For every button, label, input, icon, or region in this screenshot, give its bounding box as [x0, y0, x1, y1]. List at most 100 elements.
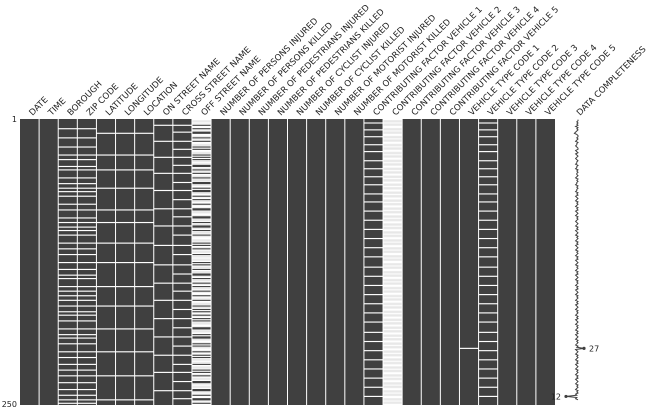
missing-cell — [383, 302, 403, 304]
present-cell-block — [153, 119, 173, 405]
missing-cell — [383, 401, 403, 403]
missing-cell — [58, 328, 78, 330]
missing-cell — [172, 124, 192, 126]
missing-cell — [363, 321, 384, 323]
missing-cell — [96, 187, 116, 189]
missing-cell — [383, 310, 403, 312]
missing-cell — [383, 391, 403, 393]
missing-cell — [191, 367, 212, 369]
missing-cell — [383, 197, 403, 200]
missing-cell — [383, 348, 403, 351]
missing-cell — [363, 266, 384, 268]
missing-cell — [191, 197, 212, 200]
missing-cell — [134, 187, 154, 189]
missing-cell — [58, 248, 78, 250]
missing-cell — [383, 121, 403, 123]
missing-cell — [383, 252, 403, 254]
missing-cell — [478, 312, 498, 314]
matrix-column — [325, 119, 345, 405]
missing-cell — [191, 252, 212, 254]
missing-cell — [191, 255, 212, 257]
missing-cell — [153, 282, 173, 284]
missing-cell — [191, 300, 212, 303]
missing-cell — [383, 370, 403, 372]
missing-cell — [383, 163, 403, 165]
missing-cell — [191, 281, 212, 283]
missing-cell — [191, 348, 212, 351]
missing-cell — [383, 300, 403, 303]
missing-cell — [363, 219, 384, 221]
missing-cell — [77, 159, 97, 161]
missing-cell — [478, 395, 498, 397]
missing-cell — [153, 140, 173, 142]
missing-cell — [383, 234, 403, 236]
missing-cell — [383, 139, 403, 141]
present-cell-block — [211, 119, 231, 405]
missing-cell — [383, 292, 403, 295]
missing-cell — [77, 191, 97, 193]
missing-cell — [58, 221, 78, 224]
missing-cell — [383, 288, 403, 290]
missing-cell — [363, 350, 384, 352]
missing-cell — [115, 375, 135, 377]
missing-cell — [383, 220, 403, 222]
missing-cell — [383, 223, 403, 225]
missing-cell — [191, 170, 212, 172]
missing-cell — [58, 399, 78, 401]
missing-cell — [383, 241, 403, 243]
missing-cell — [383, 211, 403, 213]
missing-cell — [383, 183, 403, 185]
missing-cell — [478, 321, 498, 323]
missing-cell — [191, 235, 212, 237]
missing-cell — [191, 315, 212, 317]
matrix-column — [306, 119, 326, 405]
missing-cell — [191, 387, 212, 389]
missing-cell — [478, 193, 498, 195]
missing-cell — [191, 316, 212, 319]
missing-cell — [383, 380, 403, 383]
missing-cell — [383, 398, 403, 400]
missing-cell — [191, 121, 212, 123]
missing-cell — [96, 242, 116, 244]
missing-cell — [191, 289, 212, 291]
missing-cell — [191, 340, 212, 343]
missing-cell — [191, 395, 212, 397]
missing-cell — [383, 393, 403, 395]
missing-cell — [191, 185, 212, 187]
missing-cell — [383, 257, 403, 259]
missing-cell — [383, 364, 403, 367]
missing-cell — [191, 176, 212, 178]
missing-cell — [383, 242, 403, 244]
missing-cell — [363, 368, 384, 370]
missing-cell — [153, 156, 173, 158]
missing-cell — [115, 209, 135, 211]
missing-cell — [191, 144, 212, 146]
missing-cell — [383, 218, 403, 220]
missing-cell — [77, 295, 97, 297]
missing-cell — [77, 217, 97, 219]
missing-cell — [191, 135, 212, 137]
missing-cell — [383, 170, 403, 172]
missing-cell — [77, 399, 97, 401]
missing-cell — [383, 395, 403, 397]
missing-cell — [191, 361, 212, 363]
missing-cell — [191, 256, 212, 258]
missing-cell — [191, 350, 212, 352]
missing-cell — [191, 383, 212, 385]
missing-cell — [191, 171, 212, 173]
missing-cell — [172, 363, 192, 365]
missing-cell — [191, 259, 212, 261]
sparkline-line — [565, 119, 585, 401]
missing-cell — [191, 347, 212, 349]
missing-cell — [58, 375, 78, 377]
missing-cell — [383, 342, 403, 344]
missing-cell — [191, 180, 212, 182]
missing-cell — [191, 393, 212, 395]
missing-cell — [478, 266, 498, 268]
missing-cell — [478, 294, 498, 296]
missing-cell — [459, 347, 479, 349]
missing-cell — [383, 297, 403, 299]
missing-cell — [383, 184, 403, 186]
missing-cell — [383, 347, 403, 349]
missing-cell — [77, 146, 97, 148]
